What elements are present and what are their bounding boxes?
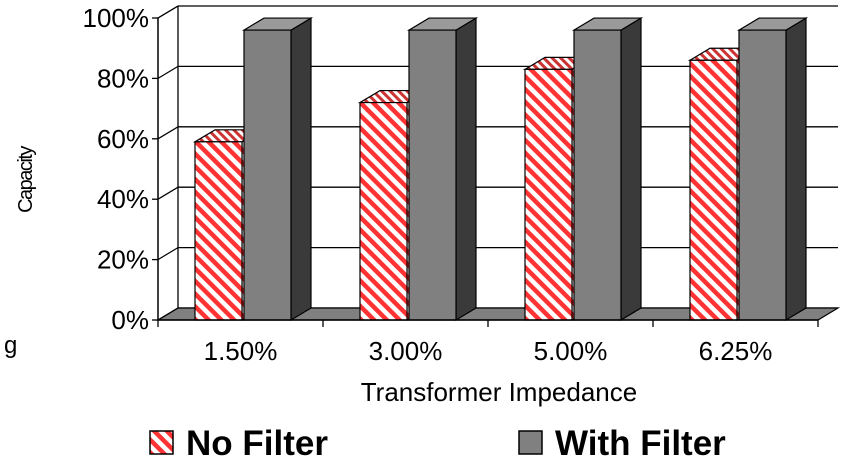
x-tick-label: 5.00% bbox=[534, 336, 608, 366]
bars bbox=[192, 17, 809, 322]
y-tick-connector bbox=[157, 307, 179, 321]
y-tick-label: 100% bbox=[83, 3, 150, 33]
y-tick-connector bbox=[157, 65, 179, 79]
bar-with-filter-side bbox=[290, 17, 312, 322]
bar-with-filter-front bbox=[738, 29, 787, 321]
y-tick-label: 20% bbox=[97, 245, 149, 275]
bar-with-filter-front bbox=[408, 29, 457, 321]
legend-swatch-with-filter bbox=[518, 430, 543, 455]
axes: 1.50% 3.00% 5.00% 6.25% 0% 20% 40% 60% 80% 100% bbox=[83, 3, 819, 366]
x-tick-label: 3.00% bbox=[369, 336, 443, 366]
y-tick-connector bbox=[157, 247, 179, 261]
bar-with-filter bbox=[241, 17, 314, 322]
bar-with-filter-front bbox=[573, 29, 622, 321]
x-tick-label: 6.25% bbox=[699, 336, 773, 366]
y-tick-label: 40% bbox=[97, 184, 149, 214]
bar-no-filter-front bbox=[524, 68, 573, 321]
y-tick-connector bbox=[157, 186, 179, 200]
y-axis-title: Capacity bbox=[15, 146, 37, 213]
bar-with-filter bbox=[736, 17, 809, 322]
y-tick-label: 60% bbox=[97, 124, 149, 154]
y-tick-label: 80% bbox=[97, 63, 149, 93]
bar-with-filter-side bbox=[785, 17, 807, 322]
bar-with-filter-side bbox=[455, 17, 477, 322]
bar-with-filter-front bbox=[243, 29, 292, 321]
y-tick-label: 0% bbox=[111, 305, 149, 335]
legend-label-with-filter: With Filter bbox=[555, 424, 726, 461]
bar-with-filter-side bbox=[620, 17, 642, 322]
x-axis-title: Transformer Impedance bbox=[361, 377, 637, 407]
legend: No Filter With Filter bbox=[149, 424, 726, 463]
stray-label: g bbox=[4, 332, 17, 359]
y-tick-connector bbox=[157, 126, 179, 140]
legend-swatch-no-filter bbox=[149, 430, 174, 455]
bar-with-filter bbox=[406, 17, 479, 322]
bar-no-filter-front bbox=[689, 59, 738, 321]
bar-no-filter-front bbox=[359, 101, 408, 321]
x-tick-label: 1.50% bbox=[204, 336, 278, 366]
y-tick-connector bbox=[157, 5, 179, 19]
bar-no-filter-front bbox=[194, 141, 243, 321]
bar-with-filter bbox=[571, 17, 644, 322]
legend-label-no-filter: No Filter bbox=[186, 424, 328, 461]
